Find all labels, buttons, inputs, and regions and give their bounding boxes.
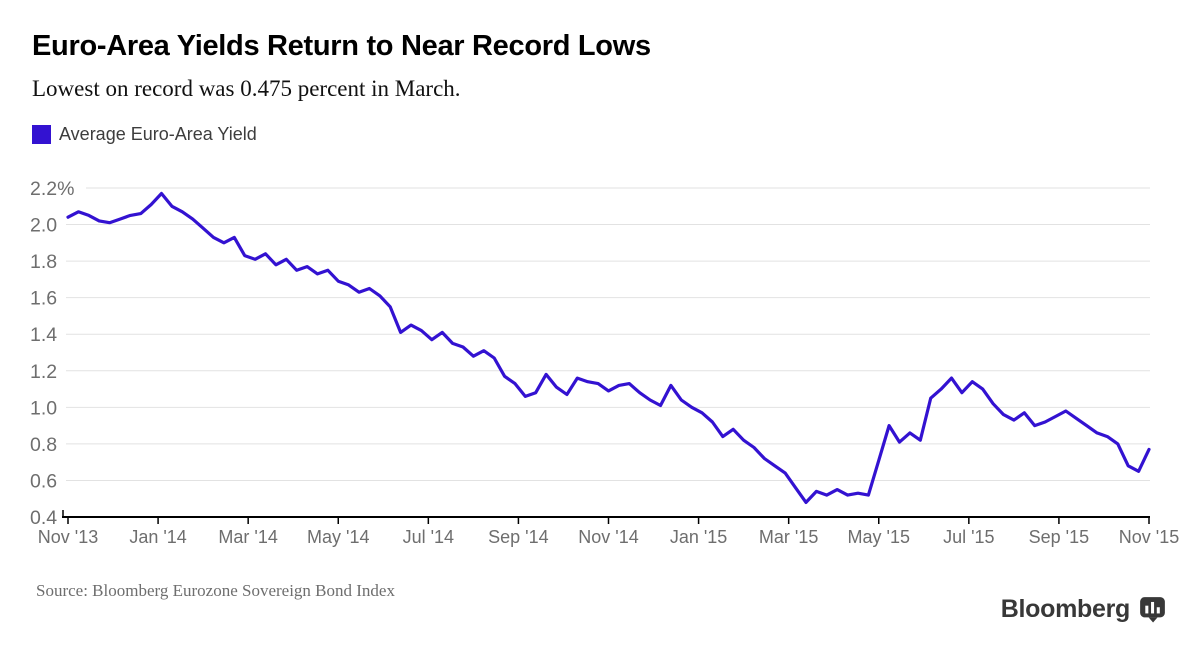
svg-text:1.6: 1.6 [30, 288, 57, 310]
source-attribution: Source: Bloomberg Eurozone Sovereign Bon… [36, 581, 395, 600]
svg-text:May '14: May '14 [307, 527, 369, 547]
legend: Average Euro-Area Yield [32, 124, 257, 145]
bloomberg-logo: Bloomberg [1001, 595, 1166, 624]
svg-text:Sep '15: Sep '15 [1029, 527, 1090, 547]
svg-text:Jan '15: Jan '15 [670, 527, 727, 547]
svg-text:Jul '14: Jul '14 [403, 527, 454, 547]
bloomberg-chart-bubble-icon [1140, 597, 1165, 623]
svg-text:Nov '13: Nov '13 [38, 527, 98, 547]
svg-text:Jan '14: Jan '14 [129, 527, 186, 547]
svg-text:Sep '14: Sep '14 [488, 527, 549, 547]
page-title: Euro-Area Yields Return to Near Record L… [32, 30, 651, 62]
svg-text:1.0: 1.0 [30, 397, 57, 419]
svg-text:Mar '15: Mar '15 [759, 527, 818, 547]
legend-swatch [32, 125, 51, 144]
svg-text:0.8: 0.8 [30, 434, 57, 456]
svg-text:Nov '15: Nov '15 [1119, 527, 1179, 547]
svg-text:1.2: 1.2 [30, 361, 57, 383]
legend-label: Average Euro-Area Yield [59, 124, 257, 144]
svg-text:1.4: 1.4 [30, 324, 57, 346]
svg-text:2.2%: 2.2% [30, 178, 74, 200]
svg-text:0.6: 0.6 [30, 470, 57, 492]
svg-text:Jul '15: Jul '15 [943, 527, 994, 547]
svg-text:2.0: 2.0 [30, 215, 57, 237]
chart-subtitle: Lowest on record was 0.475 percent in Ma… [32, 76, 461, 101]
svg-text:May '15: May '15 [848, 527, 910, 547]
svg-text:Mar '14: Mar '14 [218, 527, 277, 547]
bloomberg-wordmark: Bloomberg [1000, 595, 1131, 623]
svg-text:1.8: 1.8 [30, 251, 57, 273]
svg-text:Nov '14: Nov '14 [578, 527, 638, 547]
svg-text:0.4: 0.4 [30, 507, 57, 529]
